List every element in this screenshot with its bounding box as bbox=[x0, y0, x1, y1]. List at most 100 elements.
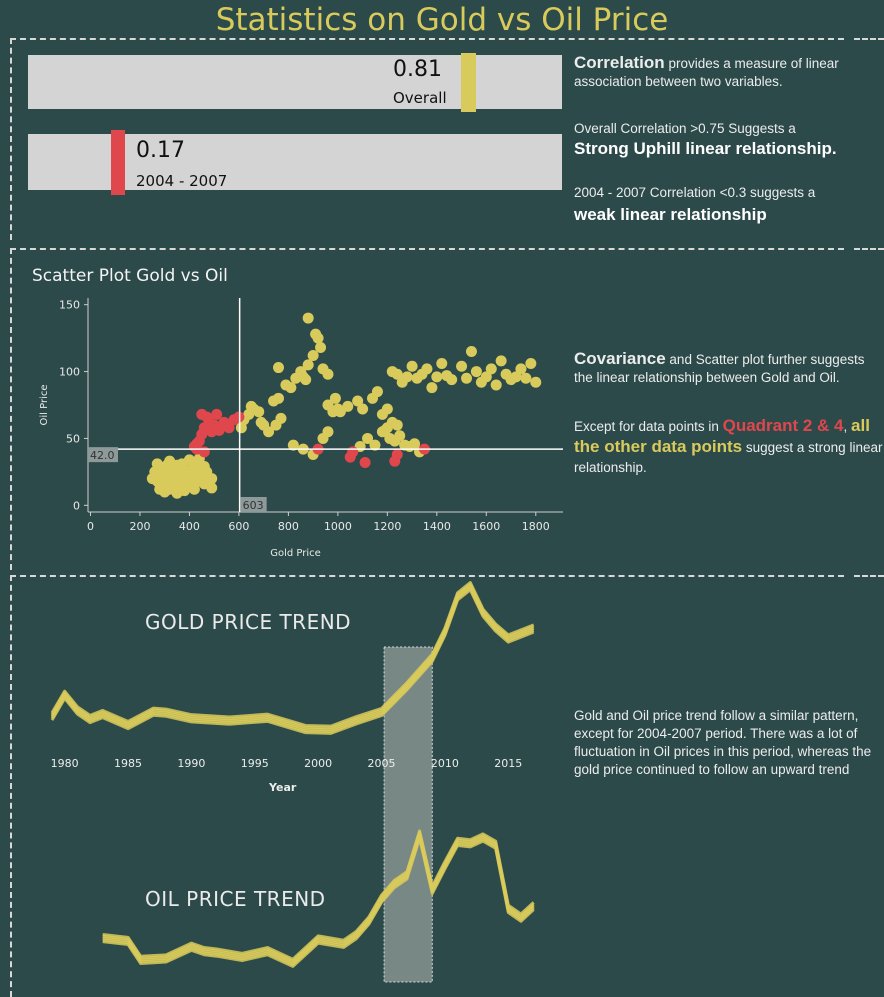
x-tick-label: 1800 bbox=[522, 520, 550, 533]
scatter-point bbox=[297, 371, 309, 383]
scatter-point bbox=[176, 458, 188, 470]
year-tick-label: 2010 bbox=[431, 757, 459, 770]
scatter-point bbox=[155, 465, 167, 477]
x-tick-label: 600 bbox=[228, 520, 249, 533]
scatter-point bbox=[406, 360, 418, 372]
year-tick-label: 1990 bbox=[177, 757, 205, 770]
ref-x-label: 603 bbox=[243, 499, 264, 512]
y-tick-label: 100 bbox=[59, 366, 80, 379]
oil-trend-line bbox=[102, 836, 535, 968]
scatter-point bbox=[515, 363, 527, 375]
scatter-point bbox=[485, 363, 497, 375]
scatter-point bbox=[461, 372, 473, 384]
x-tick-label: 0 bbox=[87, 520, 94, 533]
weak-relationship-text: weak linear relationship bbox=[574, 205, 767, 224]
period-correlation-line: 2004 - 2007 Correlation <0.3 suggests a bbox=[574, 185, 816, 200]
x-tick-label: 1000 bbox=[324, 520, 352, 533]
scatter-point bbox=[409, 438, 421, 450]
gold-trend-line bbox=[50, 586, 535, 734]
y-tick-label: 150 bbox=[59, 299, 80, 312]
year-tick-label: 1995 bbox=[241, 757, 269, 770]
trend-description: Gold and Oil price trend follow a simila… bbox=[574, 708, 872, 777]
scatter-point bbox=[329, 392, 341, 404]
gold-trend-line bbox=[50, 588, 535, 735]
except-text: Except for data points in bbox=[574, 419, 723, 434]
scatter-point bbox=[426, 382, 438, 394]
covariance-description: Covariance and Scatter plot further sugg… bbox=[574, 350, 879, 387]
scatter-title: Scatter Plot Gold vs Oil bbox=[32, 266, 228, 286]
kpi-overall-value: 0.81 bbox=[393, 57, 442, 82]
kpi-period-value: 0.17 bbox=[136, 138, 185, 163]
y-axis-label: Oil Price bbox=[39, 384, 50, 425]
scatter-point bbox=[263, 426, 275, 438]
scatter-point bbox=[272, 362, 284, 374]
other-points-text: all the other data points bbox=[574, 416, 870, 456]
scatter-point bbox=[206, 482, 218, 494]
scatter-point bbox=[401, 371, 413, 383]
scatter-point bbox=[530, 376, 542, 388]
scatter-point bbox=[307, 350, 319, 362]
scatter-point bbox=[187, 463, 199, 475]
scatter-point bbox=[510, 371, 522, 383]
scatter-point bbox=[285, 382, 297, 394]
scatter-point bbox=[302, 312, 314, 324]
scatter-point bbox=[480, 371, 492, 383]
scatter-point bbox=[196, 408, 208, 420]
scatter-point bbox=[310, 328, 322, 340]
comma-text: , bbox=[843, 419, 848, 434]
scatter-panel bbox=[10, 248, 884, 570]
quadrant-text: Quadrant 2 & 4 bbox=[722, 416, 844, 435]
scatter-point bbox=[272, 392, 284, 404]
covariance-desc: and Scatter plot further suggests the li… bbox=[574, 352, 865, 385]
scatter-chart: 0 200 400 600 800 1000 1200 1400 1600 1800 0 50 100 1… bbox=[39, 298, 563, 559]
scatter-point bbox=[376, 426, 388, 438]
oil-trend-title: OIL PRICE TREND bbox=[145, 887, 326, 911]
ref-y-label: 42.0 bbox=[90, 449, 115, 462]
scatter-point bbox=[369, 439, 381, 451]
y-tick-label: 50 bbox=[66, 432, 80, 445]
scatter-point bbox=[347, 446, 359, 458]
scatter-point bbox=[465, 346, 477, 357]
covariance-term: Covariance bbox=[574, 349, 666, 368]
scatter-point bbox=[490, 379, 502, 391]
kpi-overall-bar bbox=[28, 55, 562, 109]
ref-y-label-bg bbox=[88, 447, 118, 463]
scatter-point bbox=[456, 360, 468, 372]
scatter-point bbox=[495, 355, 507, 367]
scatter-point bbox=[206, 426, 218, 438]
correlation-panel bbox=[10, 38, 884, 240]
kpi-overall-marker bbox=[460, 53, 476, 112]
scatter-point bbox=[446, 374, 458, 386]
trend-panel bbox=[10, 575, 884, 997]
scatter-point bbox=[287, 439, 299, 451]
scatter-point bbox=[362, 432, 374, 444]
scatter-point bbox=[275, 412, 287, 424]
scatter-point bbox=[154, 483, 166, 495]
scatter-point bbox=[206, 473, 218, 485]
gold-trend-line bbox=[50, 582, 535, 730]
scatter-point bbox=[391, 448, 403, 460]
scatter-point bbox=[198, 461, 210, 473]
page-title: Statistics on Gold vs Oil Price bbox=[215, 2, 669, 38]
scatter-point bbox=[470, 366, 482, 378]
x-tick-label: 1600 bbox=[472, 520, 500, 533]
quadrant-note: Except for data points in Quadrant 2 & 4… bbox=[574, 416, 884, 478]
scatter-point bbox=[357, 403, 369, 415]
scatter-point bbox=[188, 440, 200, 452]
scatter-point bbox=[391, 368, 403, 380]
suggest-text: suggest a strong linear relationship. bbox=[574, 440, 883, 475]
scatter-point bbox=[359, 457, 371, 469]
scatter-point bbox=[421, 363, 433, 375]
correlation-desc: provides a measure of linear association… bbox=[574, 56, 839, 89]
gold-trend-line bbox=[50, 581, 535, 728]
scatter-point bbox=[394, 430, 406, 442]
scatter-point bbox=[146, 473, 158, 485]
overall-correlation-line: Overall Correlation >0.75 Suggests a bbox=[574, 121, 796, 136]
x-tick-label: 1400 bbox=[423, 520, 451, 533]
scatter-point bbox=[431, 371, 443, 383]
year-tick-label: 2015 bbox=[494, 757, 522, 770]
scatter-point bbox=[322, 368, 334, 380]
scatter-point bbox=[315, 341, 327, 353]
kpi-period-label: 2004 - 2007 bbox=[136, 172, 228, 190]
oil-trend-line bbox=[102, 834, 535, 967]
